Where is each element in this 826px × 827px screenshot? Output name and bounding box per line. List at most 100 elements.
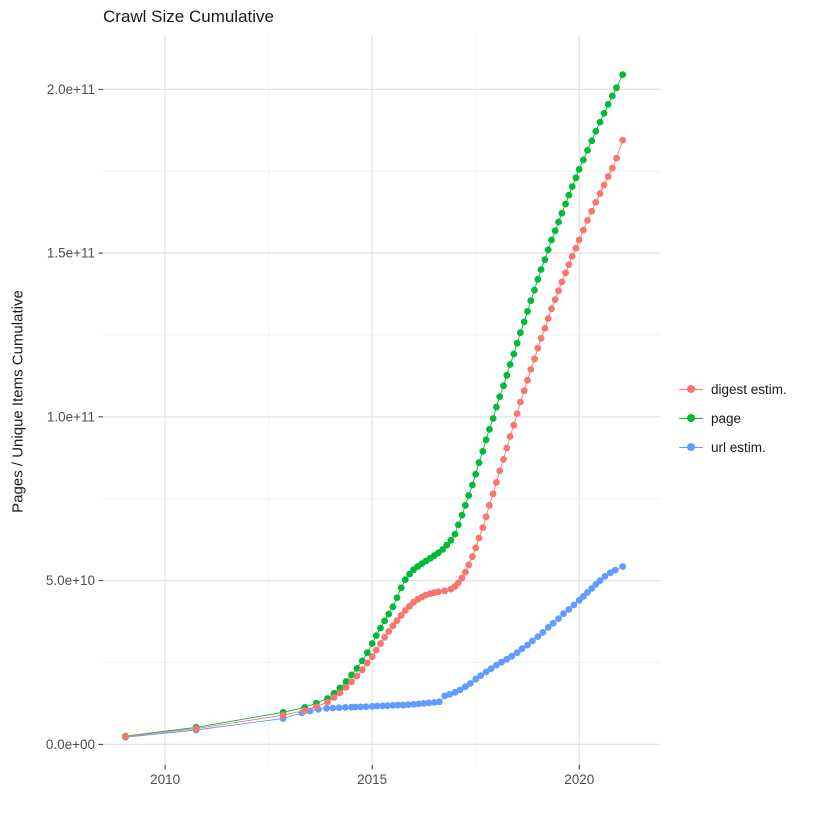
data-point-page: [443, 541, 451, 549]
data-point-url-estim-: [518, 645, 526, 653]
data-point-page: [406, 570, 413, 578]
data-point-url-estim-: [323, 704, 330, 712]
data-point-digest-estim-: [458, 574, 466, 582]
x-axis-label: 2015: [357, 772, 387, 787]
data-point-url-estim-: [394, 701, 402, 709]
data-point-page: [572, 174, 580, 182]
data-point-digest-estim-: [472, 544, 480, 552]
data-point-digest-estim-: [558, 278, 566, 286]
data-point-url-estim-: [487, 665, 495, 673]
data-point-url-estim-: [399, 701, 407, 709]
data-point-url-estim-: [544, 624, 552, 631]
data-point-digest-estim-: [368, 653, 376, 660]
data-point-url-estim-: [384, 702, 391, 710]
data-point-page: [496, 393, 504, 400]
data-point-page: [531, 286, 538, 294]
data-point-page: [596, 118, 604, 126]
data-point-page: [575, 165, 583, 173]
data-point-url-estim-: [493, 661, 500, 669]
data-point-page: [475, 459, 483, 467]
data-point-digest-estim-: [301, 707, 309, 714]
data-point-url-estim-: [524, 641, 531, 649]
data-point-page: [363, 649, 371, 657]
data-point-url-estim-: [498, 658, 505, 666]
data-point-digest-estim-: [393, 617, 401, 624]
data-point-digest-estim-: [192, 725, 200, 732]
data-point-page: [479, 447, 487, 455]
x-axis-label: 2020: [564, 772, 594, 787]
data-point-page: [469, 481, 476, 489]
data-point-page: [462, 501, 469, 509]
data-point-page: [401, 576, 409, 583]
data-point-digest-estim-: [604, 173, 612, 180]
data-point-digest-estim-: [397, 611, 405, 619]
data-point-url-estim-: [472, 675, 480, 683]
data-point-digest-estim-: [520, 387, 528, 395]
data-point-digest-estim-: [565, 261, 573, 268]
y-axis-title: Pages / Unique Items Cumulative: [9, 290, 27, 513]
data-point-digest-estim-: [358, 666, 366, 674]
data-point-url-estim-: [435, 698, 443, 706]
data-point-digest-estim-: [385, 628, 393, 635]
data-point-digest-estim-: [531, 355, 538, 363]
data-point-url-estim-: [341, 704, 349, 711]
data-point-digest-estim-: [613, 154, 620, 162]
legend-label: url estim.: [711, 439, 766, 455]
data-point-page: [580, 156, 587, 164]
data-point-page: [389, 603, 397, 611]
data-point-digest-estim-: [575, 236, 583, 244]
data-point-url-estim-: [611, 566, 619, 574]
legend-key-dot: [687, 385, 695, 393]
data-point-page: [588, 137, 596, 145]
data-point-page: [513, 339, 521, 347]
data-point-page: [551, 227, 559, 235]
data-point-url-estim-: [415, 700, 422, 708]
data-point-digest-estim-: [572, 244, 580, 252]
legend-key-dot: [687, 414, 695, 422]
data-point-digest-estim-: [465, 561, 473, 569]
data-point-url-estim-: [596, 577, 604, 584]
data-point-digest-estim-: [592, 199, 600, 206]
data-point-digest-estim-: [544, 315, 552, 322]
data-point-digest-estim-: [462, 568, 469, 576]
data-point-digest-estim-: [435, 588, 442, 596]
data-point-url-estim-: [420, 700, 428, 707]
data-point-url-estim-: [601, 573, 609, 580]
data-point-page: [493, 403, 500, 411]
data-point-digest-estim-: [401, 607, 409, 614]
data-point-page: [555, 218, 562, 226]
legend: digest estim. page url estim.: [679, 380, 787, 467]
data-point-url-estim-: [425, 699, 433, 707]
data-point-page: [609, 92, 616, 100]
data-point-page: [348, 671, 355, 679]
data-point-url-estim-: [357, 703, 364, 711]
data-point-page: [548, 236, 555, 244]
data-point-digest-estim-: [377, 640, 384, 647]
y-axis-label: 1.0e+11: [47, 409, 95, 424]
data-point-page: [397, 584, 405, 592]
data-point-digest-estim-: [381, 633, 388, 641]
data-point-digest-estim-: [500, 456, 507, 463]
data-point-digest-estim-: [493, 479, 500, 486]
data-point-page: [503, 371, 511, 379]
data-point-digest-estim-: [330, 694, 338, 701]
data-point-digest-estim-: [568, 253, 576, 260]
legend-item-digest-estim-: digest estim.: [679, 380, 787, 398]
data-point-digest-estim-: [363, 659, 371, 667]
data-point-digest-estim-: [496, 467, 504, 475]
data-point-page: [372, 632, 380, 639]
data-point-page: [385, 610, 393, 618]
data-point-page: [619, 71, 627, 78]
data-point-digest-estim-: [506, 433, 514, 440]
data-point-digest-estim-: [486, 501, 493, 509]
data-point-digest-estim-: [482, 513, 490, 521]
data-point-page: [600, 109, 608, 117]
data-point-page: [565, 191, 573, 199]
data-point-digest-estim-: [524, 376, 531, 384]
data-point-page: [381, 617, 388, 625]
data-point-digest-estim-: [324, 698, 331, 706]
data-point-url-estim-: [446, 690, 453, 698]
data-point-url-estim-: [466, 680, 474, 687]
data-point-page: [342, 678, 350, 685]
